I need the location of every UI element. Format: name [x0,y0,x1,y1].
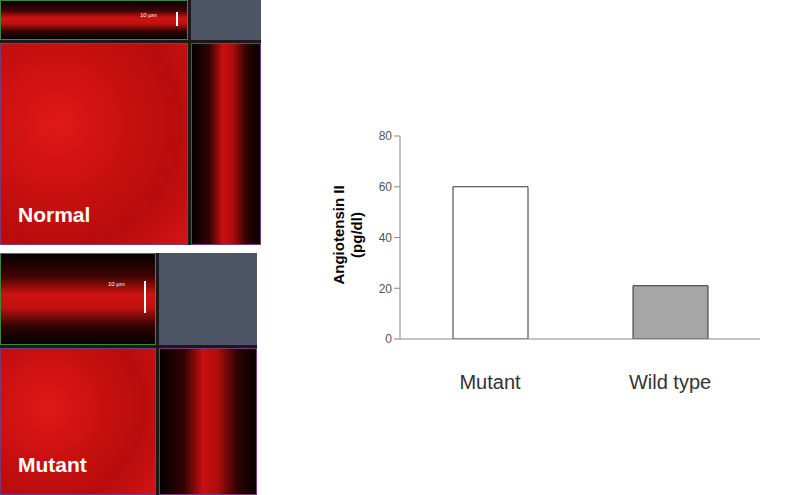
svg-text:20: 20 [379,282,393,296]
html-text:10 μm: 10 μm [108,280,125,287]
html-text:10 μm: 10 μm [140,12,157,18]
html-text:Mutant: Mutant [18,453,87,476]
html-text:Normal: Normal [18,203,91,226]
svg-text:0: 0 [385,332,392,346]
svg-text:Mutant: Mutant [459,371,521,393]
svg-text:40: 40 [379,231,393,245]
html-text:(pg/dl): (pg/dl) [348,212,365,258]
html-text:Angiotensin II: Angiotensin II [330,185,347,285]
svg-text:80: 80 [379,129,393,143]
svg-text:60: 60 [379,180,393,194]
svg-text:Wild type: Wild type [629,371,711,393]
